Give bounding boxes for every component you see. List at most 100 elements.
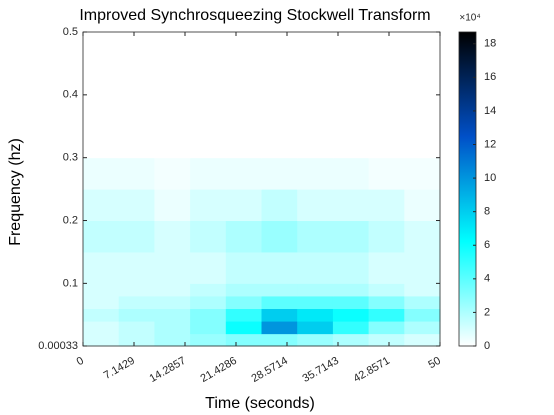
y-tick-label: 0.5 <box>63 26 78 38</box>
y-tick-label: 0.1 <box>63 277 78 289</box>
heatmap-cell <box>261 251 298 284</box>
heatmap-cell <box>261 321 298 335</box>
heatmap-cell <box>297 308 334 322</box>
heatmap-cell <box>83 308 120 322</box>
heatmap-cell <box>118 32 155 159</box>
y-tick-label: 0.00033 <box>38 340 78 352</box>
heatmap-cell <box>297 220 334 253</box>
colorbar-tick-label: 0 <box>484 340 490 352</box>
chart-title: Improved Synchrosqueezing Stockwell Tran… <box>79 7 430 24</box>
heatmap-cell <box>154 333 191 347</box>
x-tick-label: 42.8571 <box>352 355 392 385</box>
colorbar-tick-label: 10 <box>484 172 496 184</box>
heatmap-cell <box>154 308 191 322</box>
heatmap-cell <box>297 251 334 284</box>
heatmap-cell <box>118 189 155 222</box>
heatmap-cell <box>297 295 334 310</box>
heatmap-cell <box>118 220 155 253</box>
heatmap-cell <box>83 32 120 159</box>
y-tick-label: 0.4 <box>63 89 78 101</box>
heatmap-cell <box>404 333 441 347</box>
heatmap-cell <box>190 333 227 347</box>
heatmap-cell <box>83 321 120 335</box>
heatmap-cell <box>83 157 120 190</box>
heatmap-cell <box>368 157 405 190</box>
heatmap-cell <box>118 283 155 297</box>
heatmap-cell <box>118 308 155 322</box>
heatmap-cell <box>368 308 405 322</box>
heatmap-cell <box>225 157 262 190</box>
heatmap-cell <box>368 189 405 222</box>
heatmap-cell <box>297 321 334 335</box>
heatmap-cell <box>368 251 405 284</box>
heatmap-cell <box>368 295 405 310</box>
heatmap-cell <box>297 157 334 190</box>
plot-frame <box>82 31 441 347</box>
heatmap-cell <box>83 295 120 310</box>
heatmap-cell <box>368 220 405 253</box>
heatmap-cell <box>332 189 370 222</box>
heatmap-cell <box>261 189 298 222</box>
heatmap-cell <box>404 220 441 253</box>
heatmap-cell <box>83 251 120 284</box>
heatmap-cell <box>404 189 441 222</box>
colorbar-label: ×10⁴ <box>459 13 480 24</box>
heatmap-cell <box>83 189 120 222</box>
colorbar-tick-label: 8 <box>484 206 490 218</box>
colorbar-tick-label: 2 <box>484 306 490 318</box>
heatmap-cell <box>404 321 441 335</box>
heatmap-cell <box>297 283 334 297</box>
heatmap-cell <box>190 251 227 284</box>
heatmap-cell <box>261 333 298 347</box>
heatmap-cell <box>225 251 262 284</box>
colorbar-tick-label: 6 <box>484 239 490 251</box>
heatmap-cell <box>404 308 441 322</box>
heatmap-cell <box>404 295 441 310</box>
heatmap-cell <box>404 32 441 159</box>
x-tick-label: 28.5714 <box>250 355 290 385</box>
heatmap-cell <box>332 308 370 322</box>
heatmap-cell <box>368 333 405 347</box>
heatmap-cell <box>225 32 262 159</box>
heatmap-cell <box>190 32 227 159</box>
x-tick-label: 35.7143 <box>301 355 341 385</box>
heatmap-cell <box>404 157 441 190</box>
heatmap-cell <box>297 32 334 159</box>
heatmap-cell <box>190 295 227 310</box>
heatmap-cell <box>225 295 262 310</box>
heatmap-cell <box>332 295 370 310</box>
heatmap-cell <box>332 333 370 347</box>
heatmap-cell <box>261 295 298 310</box>
heatmap-cell <box>83 283 120 297</box>
heatmap-cell <box>154 32 191 159</box>
heatmap-cell <box>332 283 370 297</box>
heatmap-cell <box>332 157 370 190</box>
heatmap-cell <box>190 308 227 322</box>
heatmap-cell <box>332 321 370 335</box>
y-tick-label: 0.3 <box>63 152 78 164</box>
heatmap-cell <box>83 333 120 347</box>
heatmap-cell <box>154 157 191 190</box>
heatmap-cell <box>332 220 370 253</box>
heatmap-cell <box>368 283 405 297</box>
heatmap-cell <box>190 321 227 335</box>
heatmap-cell <box>297 333 334 347</box>
heatmap-cell <box>225 308 262 322</box>
heatmap-cell <box>261 220 298 253</box>
heatmap-cell <box>261 283 298 297</box>
heatmap-cell <box>261 308 298 322</box>
heatmap-cell <box>225 321 262 335</box>
heatmap-cell <box>118 251 155 284</box>
colorbar <box>458 31 477 347</box>
x-tick-label: 21.4286 <box>199 355 239 385</box>
heatmap-cell <box>332 251 370 284</box>
heatmap-cell <box>118 321 155 335</box>
x-tick-label: 50 <box>426 355 443 372</box>
heatmap-cell <box>154 295 191 310</box>
heatmap-cell <box>332 32 370 159</box>
heatmap-cell <box>225 189 262 222</box>
y-tick-label: 0.2 <box>63 214 78 226</box>
heatmap-cell <box>225 333 262 347</box>
x-tick-label: 0 <box>75 355 86 368</box>
